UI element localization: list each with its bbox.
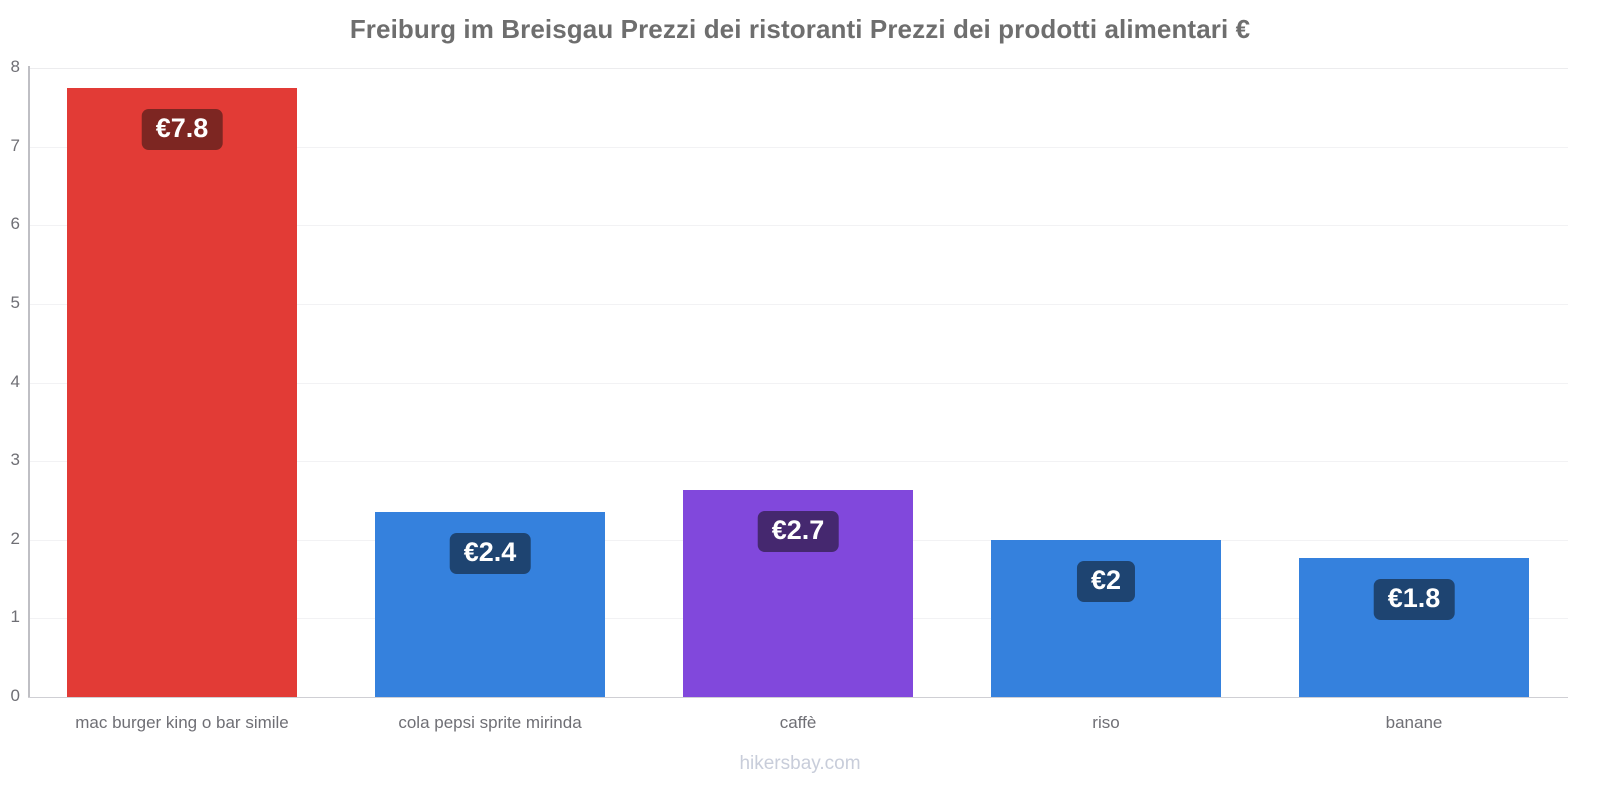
bar-group[interactable]: €1.8	[1298, 557, 1530, 697]
bar-value-label: €2	[1076, 560, 1136, 602]
bar-value-label: €2.7	[757, 511, 839, 553]
y-axis-tick-label: 5	[10, 292, 20, 312]
x-axis-category-label: caffè	[779, 713, 817, 732]
page-title: Freiburg im Breisgau Prezzi dei ristoran…	[349, 14, 1251, 44]
bar-group[interactable]: €7.8	[66, 87, 298, 697]
x-axis-category-label: mac burger king o bar simile	[75, 713, 289, 732]
x-axis-category-label: banane	[1385, 713, 1443, 732]
gridline	[28, 146, 1568, 148]
y-axis-tick-label: 0	[10, 686, 20, 705]
y-axis-tick-label: 1	[10, 607, 20, 627]
x-axis-category-label: cola pepsi sprite mirinda	[398, 713, 582, 732]
y-axis-line	[28, 66, 30, 698]
x-axis-category-label: riso	[1092, 713, 1120, 732]
gridline	[28, 68, 1568, 69]
gridline	[28, 382, 1568, 384]
y-axis-tick-label: 8	[10, 57, 20, 76]
x-axis-line	[28, 697, 1568, 698]
bar-group[interactable]: €2	[990, 539, 1222, 697]
footer-credit: hikersbay.com	[739, 753, 861, 774]
y-axis-tick-label: 2	[10, 528, 20, 548]
gridline	[28, 461, 1568, 463]
bar[interactable]	[66, 87, 298, 697]
y-axis-tick-label: 6	[10, 214, 20, 234]
y-axis-tick-label: 7	[10, 135, 20, 155]
bar-group[interactable]: €2.7	[682, 490, 914, 697]
y-axis-tick-label: 3	[10, 450, 20, 470]
bar-value-label: €2.4	[449, 533, 531, 575]
gridline	[28, 303, 1568, 305]
gridline	[28, 225, 1568, 227]
bar-group[interactable]: €2.4	[374, 512, 606, 697]
bar-value-label: €7.8	[141, 108, 223, 150]
y-axis-tick-label: 4	[10, 371, 20, 391]
bar-value-label: €1.8	[1373, 578, 1455, 620]
